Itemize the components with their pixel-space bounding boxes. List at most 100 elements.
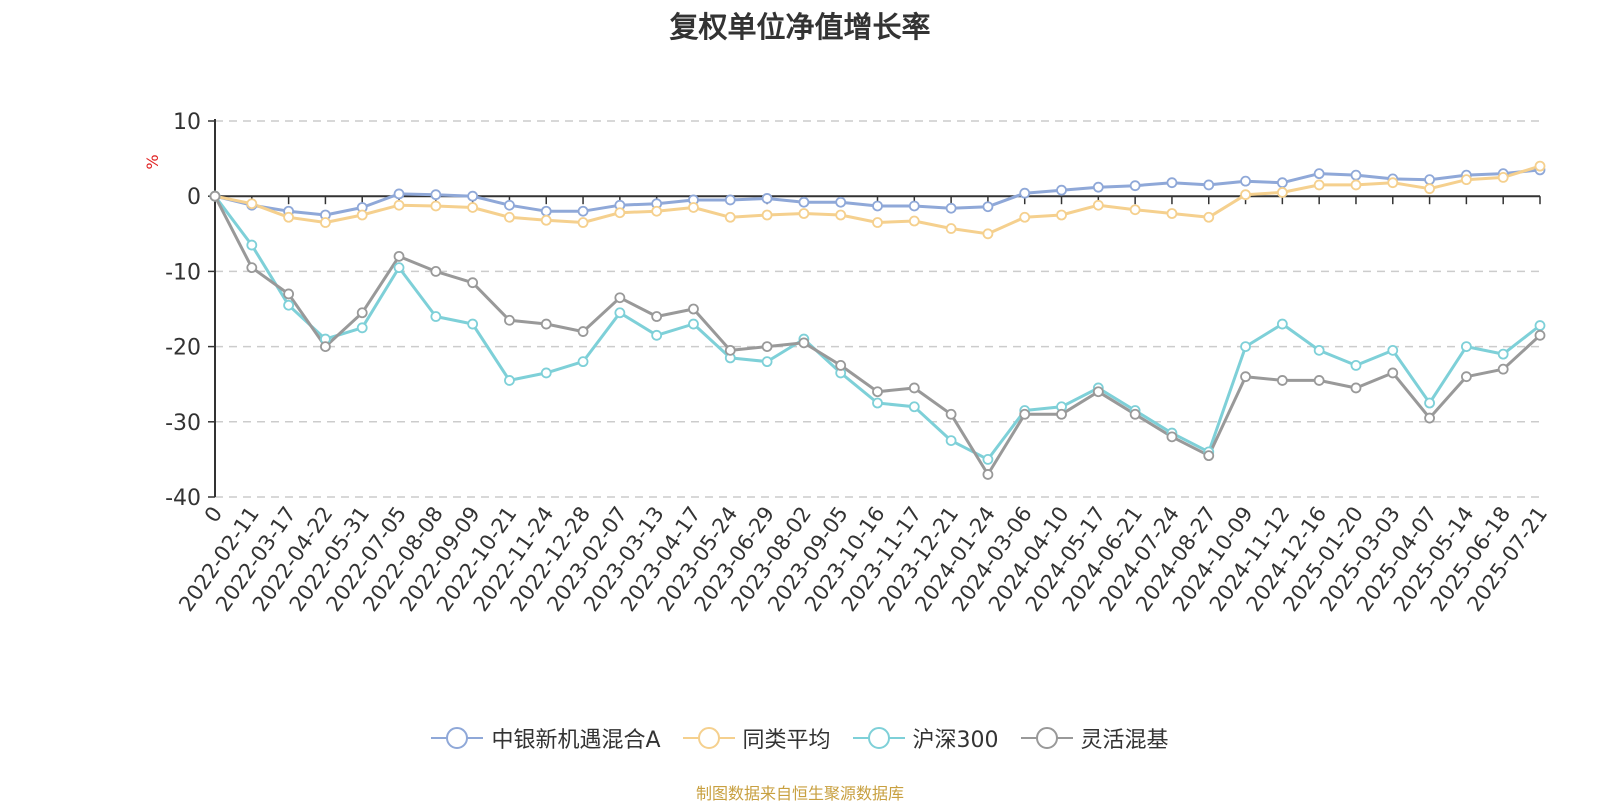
series-4-point xyxy=(908,382,920,394)
series-4-point xyxy=(320,341,331,353)
series-2-point xyxy=(872,217,883,228)
series-3-point xyxy=(1460,341,1472,353)
series-1-point xyxy=(1240,175,1251,187)
x-tick-label: 0 xyxy=(200,502,227,527)
series-2-point xyxy=(798,208,810,219)
series-4-point xyxy=(798,337,810,349)
series-4-point xyxy=(1240,371,1251,383)
series-2-point xyxy=(1056,209,1067,221)
series-3-point xyxy=(1424,397,1435,409)
grid-lines xyxy=(215,120,1540,498)
y-tick-label: -10 xyxy=(165,260,201,285)
series-2-point xyxy=(1424,183,1435,195)
legend-label: 中银新机遇混合A xyxy=(491,728,661,753)
series-1-point xyxy=(467,190,479,202)
chart-title: 复权单位净值增长率 xyxy=(669,10,931,44)
series-4-point xyxy=(724,344,736,356)
series-3-point xyxy=(430,311,442,322)
series-3-point xyxy=(1350,359,1362,371)
y-axis-label: % xyxy=(143,154,162,169)
series-lines xyxy=(213,164,1542,476)
series-4-point xyxy=(1056,408,1067,420)
series-3-point xyxy=(1313,344,1325,356)
series-2-point xyxy=(982,228,994,240)
series-1-point xyxy=(393,188,405,200)
series-2-point xyxy=(1166,208,1178,219)
legend-marker-icon xyxy=(682,726,735,750)
series-2-point xyxy=(540,214,552,226)
series-2-point xyxy=(577,217,589,228)
series-1-point xyxy=(540,205,552,217)
series-1-point xyxy=(982,201,994,213)
series-3-point xyxy=(945,435,957,447)
legend-label: 沪深300 xyxy=(912,728,999,753)
series-4-point xyxy=(1166,431,1178,443)
series-1-point xyxy=(1092,181,1104,193)
series-4-point xyxy=(1313,375,1325,386)
series-3-point xyxy=(1387,344,1399,356)
series-2-point xyxy=(246,198,258,210)
series-2-point xyxy=(651,205,663,217)
series-2-point xyxy=(430,200,442,212)
series-markers xyxy=(209,160,1546,480)
legend-item-1[interactable]: 中银新机遇混合A xyxy=(431,722,661,754)
series-4-point xyxy=(430,265,442,277)
series-1-point xyxy=(724,194,736,206)
series-1-point xyxy=(1350,169,1362,181)
y-tick-label: 10 xyxy=(173,110,201,135)
legend-item-3[interactable]: 沪深300 xyxy=(852,722,999,754)
series-3-point xyxy=(283,299,295,311)
series-3-point xyxy=(688,318,699,330)
series-3-point xyxy=(1497,348,1509,360)
series-2-point xyxy=(724,211,736,223)
series-3-point xyxy=(872,397,883,409)
series-3-point xyxy=(467,318,479,330)
y-tick-label: -40 xyxy=(165,486,201,511)
series-2-point xyxy=(688,202,699,213)
series-1-point xyxy=(761,193,773,204)
legend-item-2[interactable]: 同类平均 xyxy=(682,722,831,754)
series-2-point xyxy=(1350,179,1362,191)
series-3-point xyxy=(1240,341,1251,353)
series-4-point xyxy=(356,307,368,319)
y-tick-label: 0 xyxy=(187,185,201,210)
legend-item-4[interactable]: 灵活混基 xyxy=(1020,722,1169,754)
series-4-point xyxy=(1424,412,1435,424)
series-2-point xyxy=(356,209,368,221)
source-note: 制图数据来自恒生聚源数据库 xyxy=(695,784,904,803)
series-2-point xyxy=(908,215,920,227)
series-1-point xyxy=(1056,184,1067,196)
series-2-point xyxy=(1387,177,1399,189)
series-4-point xyxy=(1460,371,1472,383)
series-3-point xyxy=(614,307,626,319)
series-1-point xyxy=(1424,174,1435,186)
series-2-point xyxy=(283,211,295,223)
series-3-point xyxy=(982,453,994,465)
series-3-point xyxy=(356,322,368,334)
series-4-point xyxy=(688,303,699,315)
series-1-point xyxy=(577,205,589,217)
series-3-point xyxy=(577,356,589,368)
series-4-point xyxy=(577,326,589,337)
series-4-point xyxy=(1350,382,1362,394)
series-4-point xyxy=(1276,375,1288,386)
series-2-point xyxy=(504,211,515,223)
series-3-point xyxy=(908,401,920,413)
series-3-point xyxy=(1534,320,1546,331)
series-3-point xyxy=(504,375,515,386)
series-2-point xyxy=(1534,160,1546,172)
series-1-point xyxy=(945,202,957,214)
series-3-point xyxy=(761,356,773,368)
series-4-point xyxy=(945,408,957,420)
series-2-point xyxy=(1129,204,1141,216)
series-2-point xyxy=(1203,211,1215,223)
series-2-point xyxy=(1019,211,1031,223)
series-1-point xyxy=(1019,187,1031,199)
series-1-point xyxy=(872,200,883,212)
series-1-point xyxy=(1166,177,1178,189)
series-4-point xyxy=(540,318,552,330)
series-2-point xyxy=(945,223,957,234)
series-1-point xyxy=(1313,168,1325,180)
series-line-3 xyxy=(213,195,1541,461)
